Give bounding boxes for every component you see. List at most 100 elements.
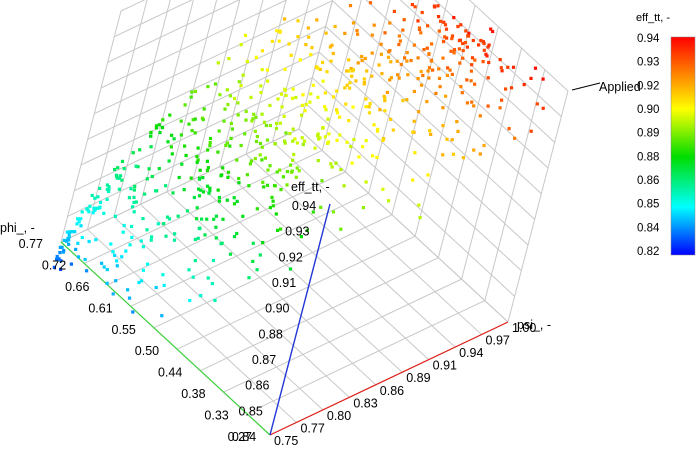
data-point: [80, 210, 84, 214]
data-point: [437, 67, 441, 71]
grid-line: [468, 0, 569, 92]
data-point: [416, 56, 420, 60]
data-point: [460, 91, 464, 95]
data-point: [162, 222, 166, 226]
data-point: [397, 42, 401, 47]
data-point: [342, 184, 346, 188]
data-point: [161, 118, 165, 122]
data-point: [381, 187, 385, 191]
z-tick-label: 0.87: [252, 353, 276, 367]
data-point: [307, 35, 311, 39]
grid-line: [484, 69, 546, 301]
data-points: [52, 1, 545, 318]
data-point: [260, 49, 264, 53]
data-point: [184, 153, 188, 158]
data-point: [437, 76, 442, 80]
data-point: [206, 148, 210, 152]
data-point: [398, 39, 402, 43]
grid-line: [107, 171, 346, 286]
data-point: [295, 141, 299, 145]
data-point: [385, 90, 389, 94]
data-point: [205, 184, 210, 188]
data-point: [261, 180, 265, 184]
data-point: [131, 310, 135, 314]
data-point: [352, 138, 356, 142]
data-point: [255, 207, 259, 211]
data-point: [195, 206, 199, 210]
data-point: [167, 217, 172, 221]
data-point: [303, 109, 307, 113]
grid-line: [84, 149, 323, 264]
data-point: [305, 228, 309, 233]
data-point: [443, 35, 447, 39]
grid-line: [86, 0, 148, 230]
data-point: [441, 56, 445, 60]
data-point: [300, 103, 304, 107]
data-point: [282, 114, 286, 118]
data-point: [268, 123, 272, 128]
data-point: [76, 255, 81, 259]
data-point: [419, 83, 424, 87]
data-point: [105, 281, 109, 285]
data-point: [364, 105, 368, 109]
data-point: [79, 224, 83, 228]
y-tick-label: 0.27: [228, 430, 252, 444]
data-point: [225, 198, 229, 202]
data-point: [331, 51, 335, 56]
data-point: [224, 143, 228, 147]
data-point: [268, 206, 272, 210]
data-point: [192, 195, 196, 200]
data-point: [165, 215, 170, 219]
data-point: [418, 216, 422, 220]
data-point: [338, 115, 342, 119]
data-point: [482, 41, 486, 45]
grid-line: [176, 235, 416, 350]
data-point: [367, 111, 371, 115]
data-point: [179, 119, 183, 123]
data-point: [368, 1, 373, 5]
grid-line: [87, 229, 297, 423]
data-point: [323, 135, 327, 139]
data-point: [154, 285, 158, 290]
data-point: [208, 141, 212, 145]
data-point: [208, 189, 212, 193]
x-tick-label: 0.91: [433, 359, 457, 373]
data-point: [59, 259, 63, 263]
data-point: [297, 169, 301, 173]
data-point: [411, 178, 415, 182]
data-point: [93, 207, 97, 211]
data-point: [343, 31, 347, 35]
data-point: [258, 141, 263, 145]
data-point: [219, 242, 223, 246]
data-point: [399, 62, 403, 67]
data-point: [276, 97, 280, 101]
data-point: [77, 220, 81, 224]
data-point: [255, 268, 259, 272]
data-point: [255, 135, 259, 139]
data-point: [288, 132, 292, 136]
data-point: [275, 121, 279, 126]
data-point: [457, 39, 461, 43]
data-point: [56, 257, 60, 261]
data-point: [445, 137, 449, 141]
data-point: [283, 139, 287, 143]
data-point: [62, 249, 66, 253]
data-point: [185, 209, 190, 213]
data-point: [263, 156, 267, 160]
z-tick-label: 0.94: [292, 199, 316, 213]
data-point: [392, 9, 396, 13]
data-point: [208, 136, 213, 141]
data-point: [529, 76, 533, 80]
data-point: [222, 119, 226, 123]
data-point: [362, 81, 366, 85]
grid-line: [437, 26, 499, 258]
data-point: [251, 259, 255, 263]
data-point: [458, 61, 462, 65]
data-point: [254, 55, 258, 59]
y-axis-line: [60, 241, 271, 436]
data-point: [202, 107, 206, 111]
data-point: [402, 18, 406, 22]
data-point: [235, 199, 239, 203]
data-point: [107, 189, 111, 194]
grid-line: [67, 102, 306, 217]
